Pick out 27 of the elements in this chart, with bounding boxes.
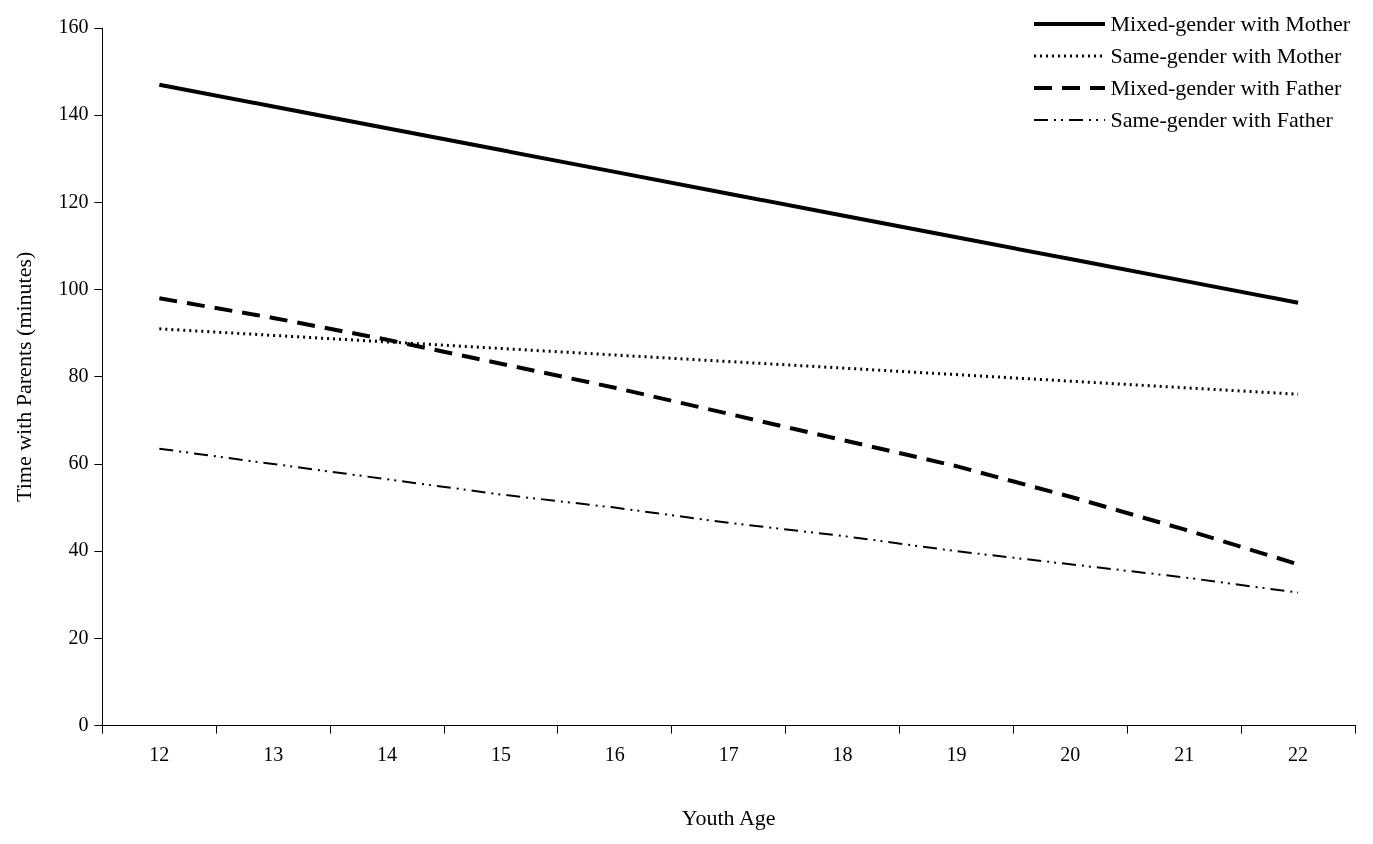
x-tick-label: 20 [1060, 742, 1081, 765]
legend-label: Same-gender with Mother [1110, 43, 1342, 69]
y-tick-label: 40 [68, 538, 89, 561]
x-tick-label: 15 [490, 742, 511, 765]
y-tick-label: 60 [68, 451, 89, 474]
x-tick-label: 18 [832, 742, 853, 765]
x-axis-title: Youth Age [681, 804, 776, 830]
x-tick-label: 17 [718, 742, 739, 765]
x-tick-label: 13 [263, 742, 284, 765]
x-tick-label: 21 [1174, 742, 1195, 765]
y-tick-label: 160 [58, 15, 89, 38]
y-tick-label: 100 [58, 276, 89, 299]
x-tick-label: 19 [946, 742, 967, 765]
y-tick-label: 140 [58, 102, 89, 125]
y-tick-label: 120 [58, 189, 89, 212]
legend-label: Same-gender with Father [1110, 107, 1333, 133]
x-tick-label: 12 [149, 742, 170, 765]
y-tick-label: 20 [68, 625, 89, 648]
legend-label: Mixed-gender with Father [1110, 75, 1342, 101]
y-tick-label: 0 [78, 712, 89, 735]
x-tick-label: 14 [377, 742, 398, 765]
x-tick-label: 22 [1288, 742, 1309, 765]
line-series [158, 447, 1300, 594]
y-axis-title: Time with Parents (minutes) [10, 251, 36, 502]
y-tick-label: 80 [68, 364, 89, 387]
legend-label: Mixed-gender with Mother [1110, 11, 1350, 37]
x-tick-label: 16 [604, 742, 625, 765]
